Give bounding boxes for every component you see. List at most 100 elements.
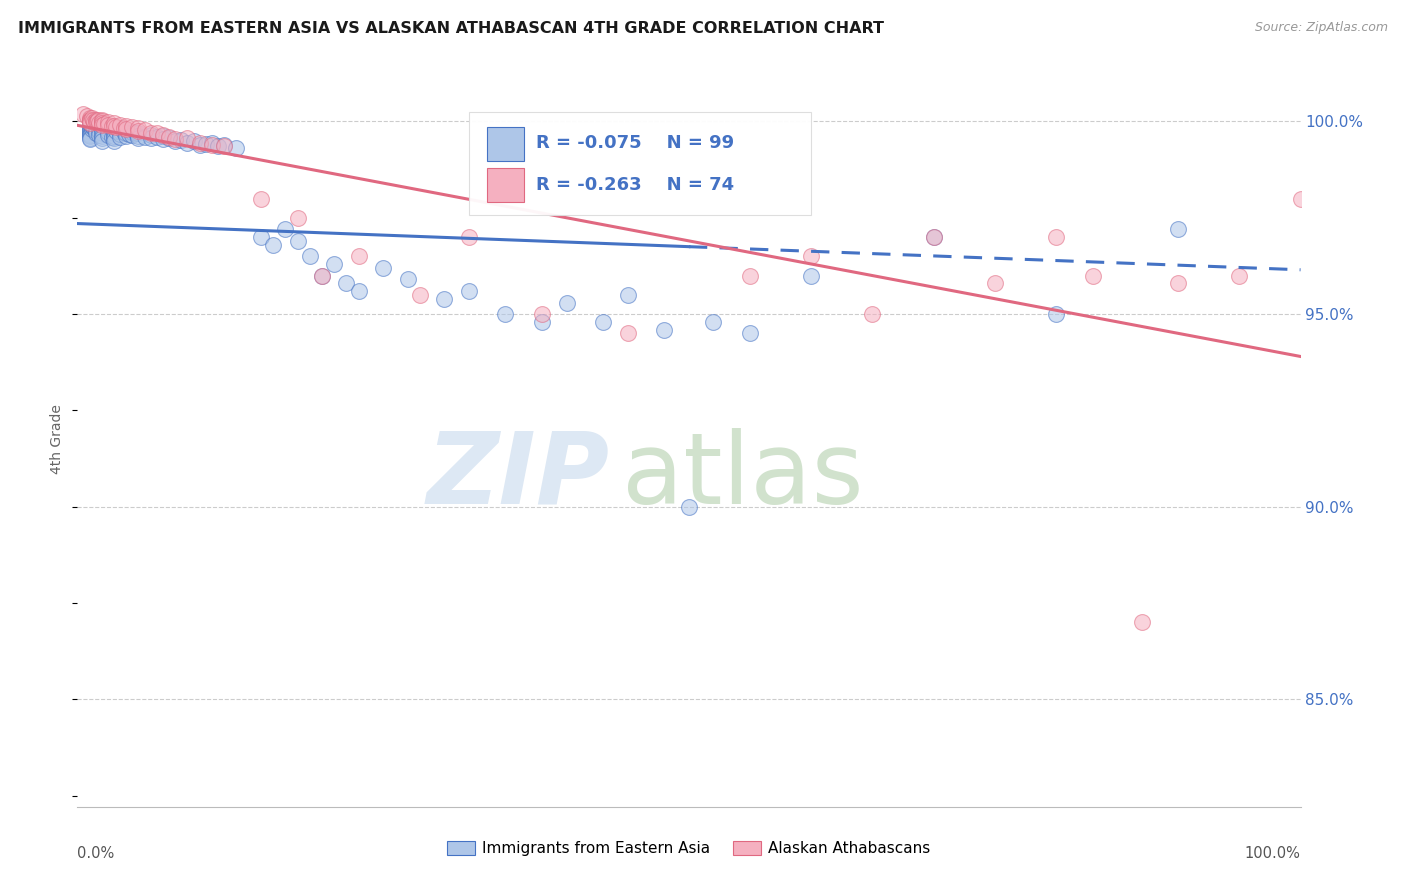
Point <box>79 118 101 132</box>
Point <box>157 130 180 145</box>
Point <box>79 127 101 141</box>
Point <box>152 132 174 146</box>
Point <box>108 121 131 136</box>
Point <box>90 131 112 145</box>
Point <box>287 234 309 248</box>
Point <box>152 129 174 144</box>
Point <box>115 122 138 136</box>
Point <box>90 119 112 133</box>
Point <box>127 131 149 145</box>
Point <box>97 115 120 129</box>
Point <box>396 272 419 286</box>
Point <box>433 292 456 306</box>
Point <box>984 277 1007 291</box>
Point <box>183 135 205 149</box>
Point <box>115 128 138 143</box>
Point <box>127 121 149 136</box>
Point <box>250 192 273 206</box>
Point <box>800 268 823 283</box>
Point <box>84 126 107 140</box>
Point <box>311 268 333 283</box>
Text: Source: ZipAtlas.com: Source: ZipAtlas.com <box>1254 21 1388 34</box>
Point <box>108 127 131 141</box>
Point <box>274 222 297 236</box>
Point <box>103 128 125 143</box>
Point <box>617 288 640 302</box>
Point <box>335 277 357 291</box>
Point <box>79 124 101 138</box>
Point <box>84 124 107 138</box>
Point <box>371 260 394 275</box>
Point <box>176 136 198 150</box>
Point <box>79 132 101 146</box>
Point <box>82 113 104 128</box>
Point <box>1045 307 1067 321</box>
Point <box>176 130 198 145</box>
Point <box>90 126 112 140</box>
Point <box>72 107 94 121</box>
Point <box>121 125 143 139</box>
Point <box>555 295 578 310</box>
Point <box>188 137 211 152</box>
Point <box>170 133 193 147</box>
Point <box>457 230 479 244</box>
Point <box>105 124 128 138</box>
Point <box>311 268 333 283</box>
Point <box>118 127 141 141</box>
Point <box>108 118 131 132</box>
Point <box>127 124 149 138</box>
Point <box>1229 268 1251 283</box>
Point <box>90 128 112 143</box>
Point <box>157 129 180 144</box>
Point <box>298 249 321 263</box>
Point <box>84 112 107 127</box>
Point <box>87 113 110 128</box>
Point <box>82 120 104 135</box>
Point <box>139 128 162 142</box>
Point <box>678 500 700 514</box>
Point <box>90 121 112 136</box>
Point <box>165 132 187 146</box>
Point <box>79 125 101 139</box>
Point <box>112 121 135 136</box>
Point <box>139 126 162 140</box>
Point <box>89 124 111 138</box>
Point <box>922 230 945 244</box>
Point <box>83 115 105 129</box>
Point <box>90 134 112 148</box>
Point <box>188 136 211 150</box>
Point <box>862 307 884 321</box>
Point <box>592 315 614 329</box>
Point <box>90 112 112 127</box>
Point <box>146 129 169 144</box>
Point <box>922 230 945 244</box>
Bar <box>486 168 524 202</box>
Point <box>80 119 103 133</box>
Point <box>97 128 120 142</box>
Point <box>323 257 346 271</box>
Point <box>90 118 112 132</box>
Point <box>617 326 640 341</box>
Point <box>495 307 517 321</box>
Point <box>93 117 115 131</box>
Point <box>457 284 479 298</box>
Text: 100.0%: 100.0% <box>1244 846 1301 861</box>
Point <box>800 249 823 263</box>
Point <box>97 118 120 132</box>
Text: atlas: atlas <box>621 427 863 524</box>
Point <box>127 128 149 143</box>
Point <box>89 115 111 129</box>
Point <box>127 126 149 140</box>
Point <box>83 121 105 136</box>
Point <box>1167 277 1189 291</box>
Point <box>105 120 128 135</box>
Point <box>347 249 370 263</box>
Text: IMMIGRANTS FROM EASTERN ASIA VS ALASKAN ATHABASCAN 4TH GRADE CORRELATION CHART: IMMIGRANTS FROM EASTERN ASIA VS ALASKAN … <box>18 21 884 36</box>
Point <box>76 109 98 123</box>
Point <box>84 120 107 135</box>
Point <box>103 119 125 133</box>
Point <box>97 125 120 139</box>
Point <box>90 116 112 130</box>
Point <box>90 114 112 128</box>
Point <box>1081 268 1104 283</box>
